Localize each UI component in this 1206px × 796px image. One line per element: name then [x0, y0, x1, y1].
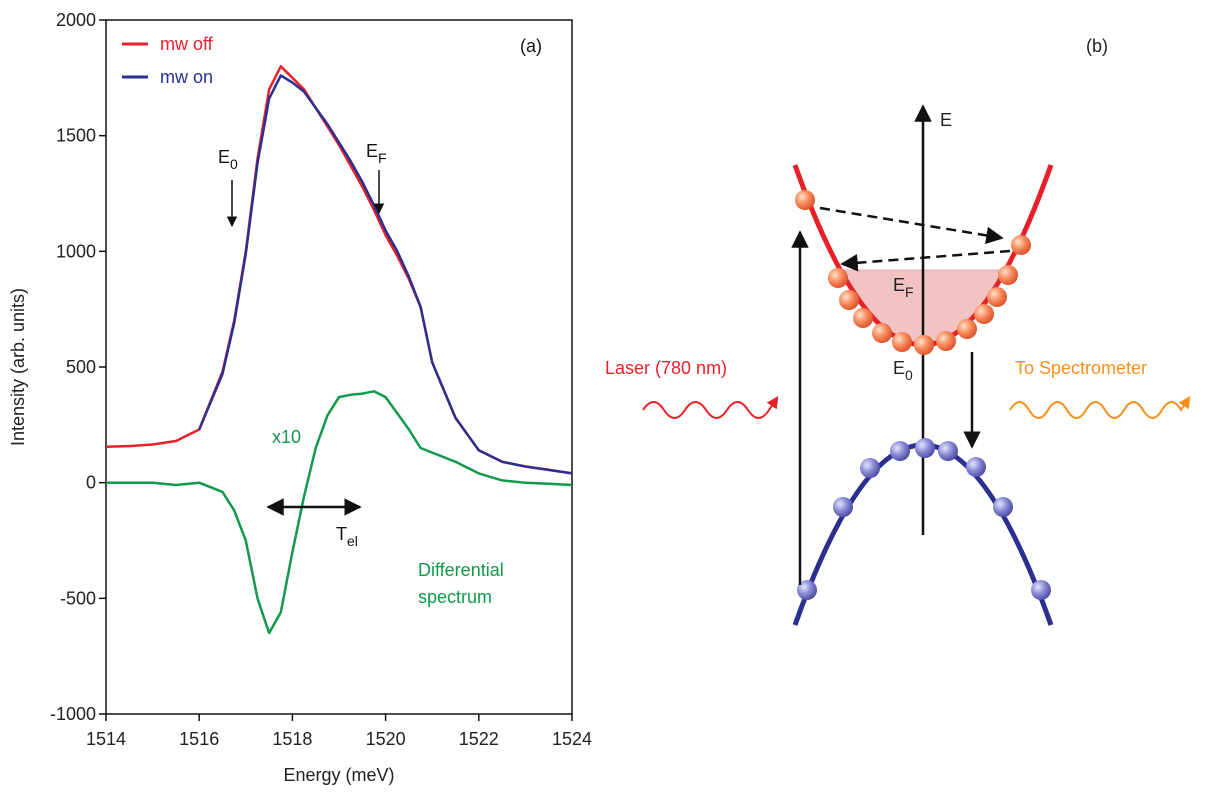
y-tick-label: 500 [66, 357, 96, 377]
y-tick-label: 1000 [56, 241, 96, 261]
panel-label: (b) [1086, 36, 1108, 56]
annotation-sub: F [378, 150, 387, 166]
label-sub: 0 [905, 367, 913, 383]
annotation: Tel [336, 524, 358, 549]
annotation-text: T [336, 524, 347, 544]
y-tick-label: -1000 [50, 704, 96, 724]
x-axis-title: Energy (meV) [283, 765, 394, 785]
y-tick-label: -500 [60, 588, 96, 608]
x-tick-label: 1514 [86, 729, 126, 749]
relax-arrow [840, 249, 1011, 272]
annotation: Differential [418, 560, 504, 580]
annotation: spectrum [418, 587, 492, 607]
diagram-b: (b) E EF E0 Laser (780 nm) To Spectromet… [605, 36, 1191, 626]
label-main: E [893, 358, 905, 378]
annotation-text: x10 [272, 427, 301, 447]
annotation-sub: el [347, 533, 358, 549]
x-tick-label: 1516 [179, 729, 219, 749]
label-main: E [893, 275, 905, 295]
electrons [795, 190, 1031, 355]
x-tick-label: 1520 [366, 729, 406, 749]
y-axis-title: Intensity (arb. units) [8, 288, 28, 446]
output-wave [1009, 396, 1191, 419]
y-tick-label: 0 [86, 473, 96, 493]
scatter-arrow [819, 206, 1004, 245]
annotation: E0 [218, 147, 238, 172]
y-tick-label: 1500 [56, 126, 96, 146]
band-edge-label: E0 [893, 358, 913, 383]
annotation-text: Differential [418, 560, 504, 580]
annotation-text: E [366, 141, 378, 161]
x-tick-label: 1518 [272, 729, 312, 749]
legend-label: mw off [160, 34, 214, 54]
fermi-label: EF [893, 275, 914, 300]
data-line [106, 390, 573, 635]
y-tick-label: 2000 [56, 10, 96, 30]
label-sub: F [905, 284, 914, 300]
data-line [198, 74, 573, 475]
laser-label: Laser (780 nm) [605, 358, 727, 378]
x-tick-label: 1522 [459, 729, 499, 749]
annotation-sub: 0 [230, 156, 238, 172]
annotation: EF [366, 141, 387, 166]
annotation-text: E [218, 147, 230, 167]
chart-a: -1000 -500 0 500 1000 1500 2000 1514 1516 1518 152… [8, 10, 592, 785]
annotation-text: spectrum [418, 587, 492, 607]
annotation: (a) [520, 36, 542, 56]
legend-label: mw on [160, 67, 213, 87]
laser-wave [642, 396, 779, 419]
energy-axis-label: E [940, 110, 952, 130]
data-line [105, 65, 573, 475]
annotation-text: (a) [520, 36, 542, 56]
holes [797, 438, 1051, 600]
output-label: To Spectrometer [1015, 358, 1147, 378]
x-tick-label: 1524 [552, 729, 592, 749]
plot-frame [105, 19, 573, 715]
annotation: x10 [272, 427, 301, 447]
